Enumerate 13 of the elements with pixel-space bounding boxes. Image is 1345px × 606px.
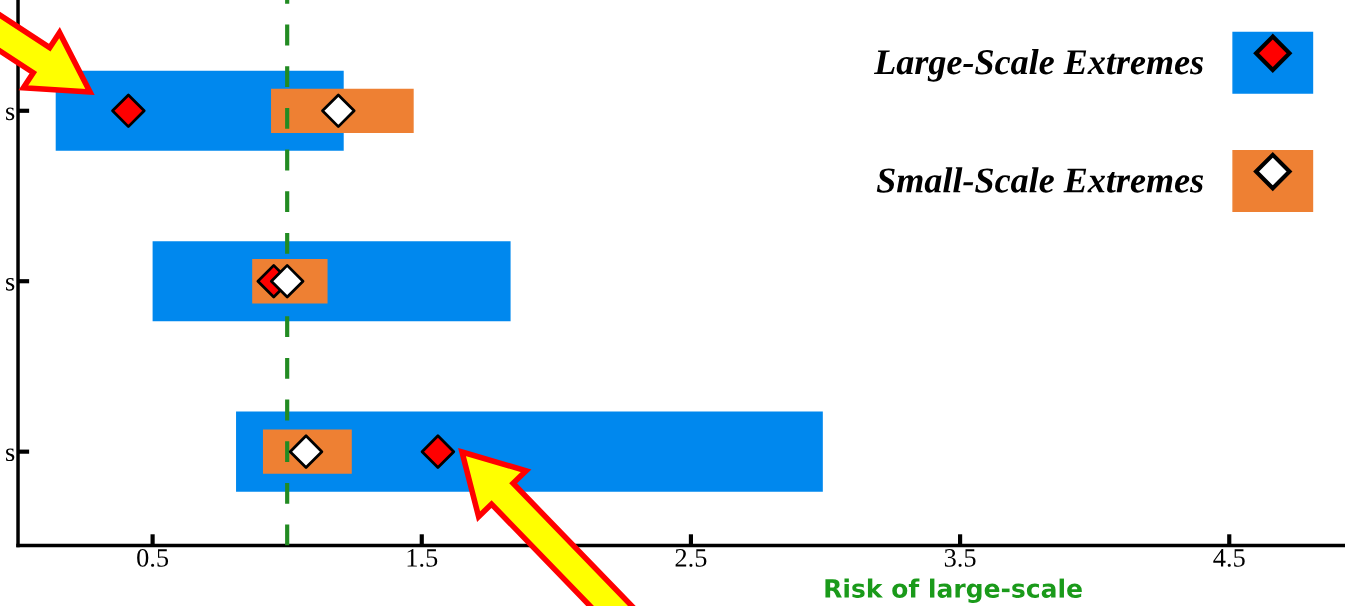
y-tick-label: s	[6, 107, 15, 121]
x-tick-label: 0.5	[137, 548, 169, 567]
legend-label: Large-Scale Extremes	[873, 48, 1204, 82]
x-tick-label: 1.5	[407, 549, 438, 567]
x-tick-label: 4.5	[1213, 549, 1245, 567]
y-tick-label: s	[6, 448, 15, 462]
x-tick-label: 3.5	[944, 549, 976, 567]
y-tick-label: s	[6, 277, 15, 291]
point	[111, 93, 146, 129]
legend-label: Small-Scale Extremes	[876, 167, 1204, 193]
x-tick-label: 2.5	[675, 549, 707, 567]
point	[420, 434, 456, 469]
text: Risk of large-scale	[825, 578, 1082, 603]
